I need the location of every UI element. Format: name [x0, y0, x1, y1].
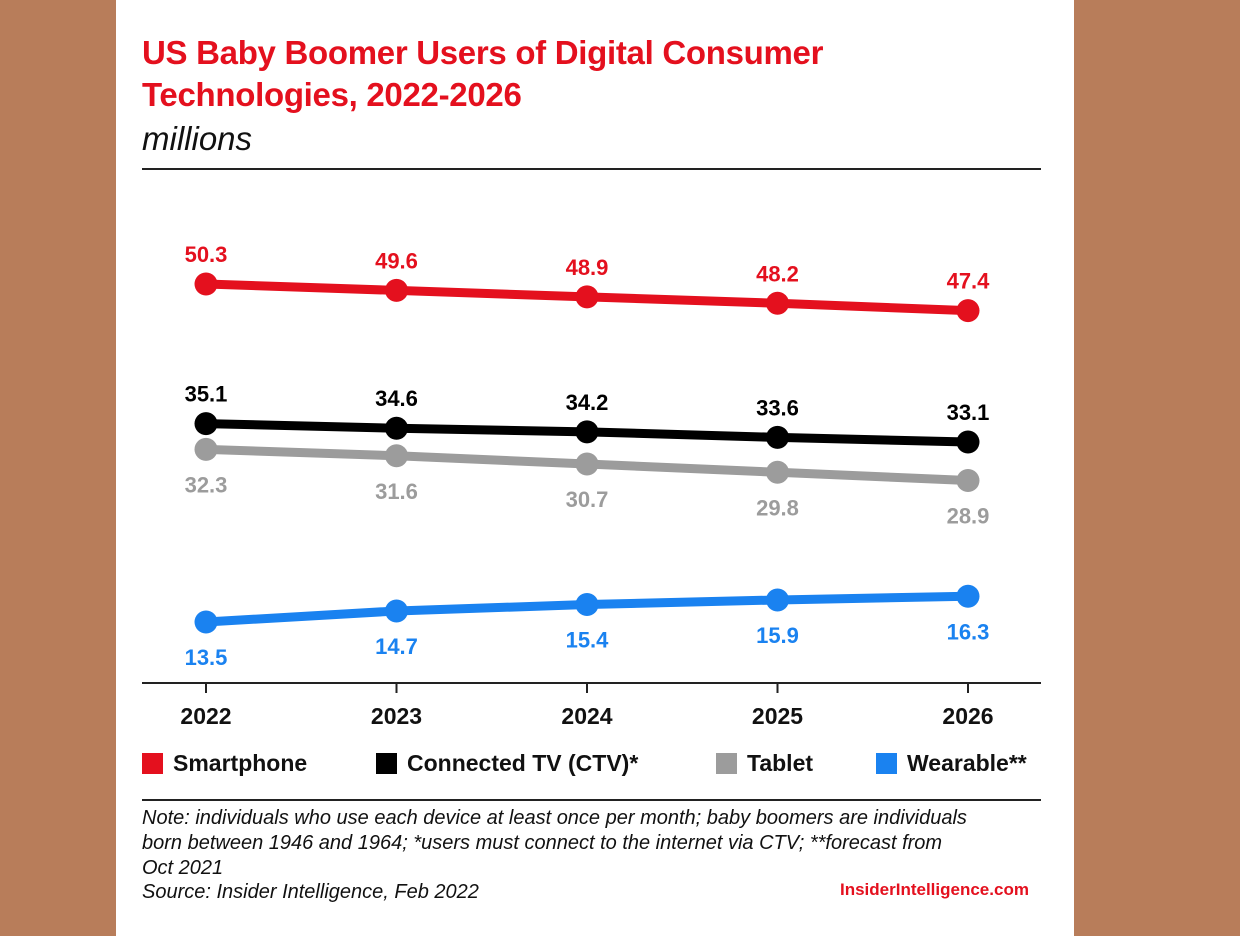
data-point-tablet — [575, 452, 599, 476]
legend-item-tablet: Tablet — [716, 750, 813, 777]
data-label-smartphone: 49.6 — [375, 248, 418, 273]
source-note: Source: Insider Intelligence, Feb 2022 — [142, 881, 479, 903]
data-point-tablet — [194, 437, 218, 461]
data-point-tablet — [766, 460, 789, 484]
chart-legend: Smartphone Connected TV (CTV)* Tablet Weara… — [142, 750, 1042, 778]
data-label-wearable: 13.5 — [185, 645, 228, 670]
line-chart: 2022 2023 2024 2025 2026 50.3 49.6 48.9 48.2 47.4… — [142, 242, 1041, 729]
data-label-connected-tv-ctv: 35.1 — [185, 382, 228, 407]
legend-item-connected-tv-ctv: Connected TV (CTV)* — [376, 750, 638, 777]
data-label-tablet: 28.9 — [947, 504, 990, 529]
data-point-smartphone — [575, 285, 599, 309]
data-label-connected-tv-ctv: 33.1 — [947, 400, 990, 425]
data-point-tablet — [385, 444, 408, 468]
legend-item-smartphone: Smartphone — [142, 750, 307, 777]
footnote: Note: individuals who use each device at… — [142, 806, 1042, 881]
legend-label: Connected TV (CTV)* — [407, 750, 639, 776]
data-label-smartphone: 48.2 — [756, 261, 799, 286]
data-label-connected-tv-ctv: 34.6 — [375, 386, 418, 411]
data-label-wearable: 15.4 — [566, 628, 610, 653]
data-label-smartphone: 48.9 — [566, 255, 609, 280]
chart-subtitle: millions — [142, 120, 253, 157]
legend-swatch — [142, 753, 163, 774]
chart-title-line-1: US Baby Boomer Users of Digital Consumer — [142, 34, 824, 71]
data-point-smartphone — [194, 272, 218, 296]
x-tick-label: 2025 — [752, 703, 803, 729]
data-label-smartphone: 47.4 — [947, 269, 991, 294]
x-tick-label: 2022 — [180, 703, 231, 729]
data-label-wearable: 14.7 — [375, 634, 418, 659]
data-point-wearable — [766, 588, 789, 612]
data-point-tablet — [956, 469, 980, 493]
legend-label: Smartphone — [173, 750, 308, 776]
data-point-connected-tv-ctv — [575, 420, 599, 444]
footnote-line-2: born between 1946 and 1964; *users must … — [142, 832, 943, 854]
top-divider — [142, 168, 1041, 170]
data-label-tablet: 30.7 — [566, 487, 609, 512]
legend-swatch — [376, 753, 397, 774]
bottom-divider — [142, 799, 1041, 801]
x-tick-label: 2026 — [942, 703, 993, 729]
data-label-tablet: 29.8 — [756, 495, 799, 520]
data-point-wearable — [385, 599, 408, 623]
chart-title-line-2: Technologies, 2022-2026 — [142, 76, 522, 113]
data-point-connected-tv-ctv — [385, 416, 408, 440]
footnote-line-3: Oct 2021 — [142, 857, 224, 879]
data-label-connected-tv-ctv: 34.2 — [566, 390, 609, 415]
footnote-line-1: Note: individuals who use each device at… — [142, 807, 967, 829]
data-point-connected-tv-ctv — [194, 412, 218, 436]
data-point-smartphone — [766, 291, 789, 315]
data-label-wearable: 16.3 — [947, 619, 990, 644]
legend-label: Wearable** — [907, 750, 1027, 776]
data-label-connected-tv-ctv: 33.6 — [756, 395, 799, 420]
data-label-wearable: 15.9 — [756, 623, 799, 648]
data-label-smartphone: 50.3 — [185, 242, 228, 267]
brand-logo-text: InsiderIntelligence.com — [840, 880, 1029, 899]
data-point-connected-tv-ctv — [766, 425, 789, 449]
chart-card: US Baby Boomer Users of Digital Consumer… — [116, 0, 1074, 936]
legend-swatch — [876, 753, 897, 774]
x-tick-label: 2023 — [371, 703, 422, 729]
legend-swatch — [716, 753, 737, 774]
data-point-wearable — [956, 584, 980, 608]
legend-item-wearable: Wearable** — [876, 750, 1027, 777]
data-point-wearable — [575, 593, 599, 617]
x-tick-label: 2024 — [561, 703, 612, 729]
data-point-connected-tv-ctv — [956, 430, 980, 454]
data-point-smartphone — [385, 278, 408, 302]
data-label-tablet: 32.3 — [185, 472, 228, 497]
data-label-tablet: 31.6 — [375, 479, 418, 504]
chart-title: US Baby Boomer Users of Digital Consumer… — [142, 32, 1042, 116]
data-point-smartphone — [956, 299, 980, 323]
data-point-wearable — [194, 610, 218, 634]
legend-label: Tablet — [747, 750, 814, 776]
